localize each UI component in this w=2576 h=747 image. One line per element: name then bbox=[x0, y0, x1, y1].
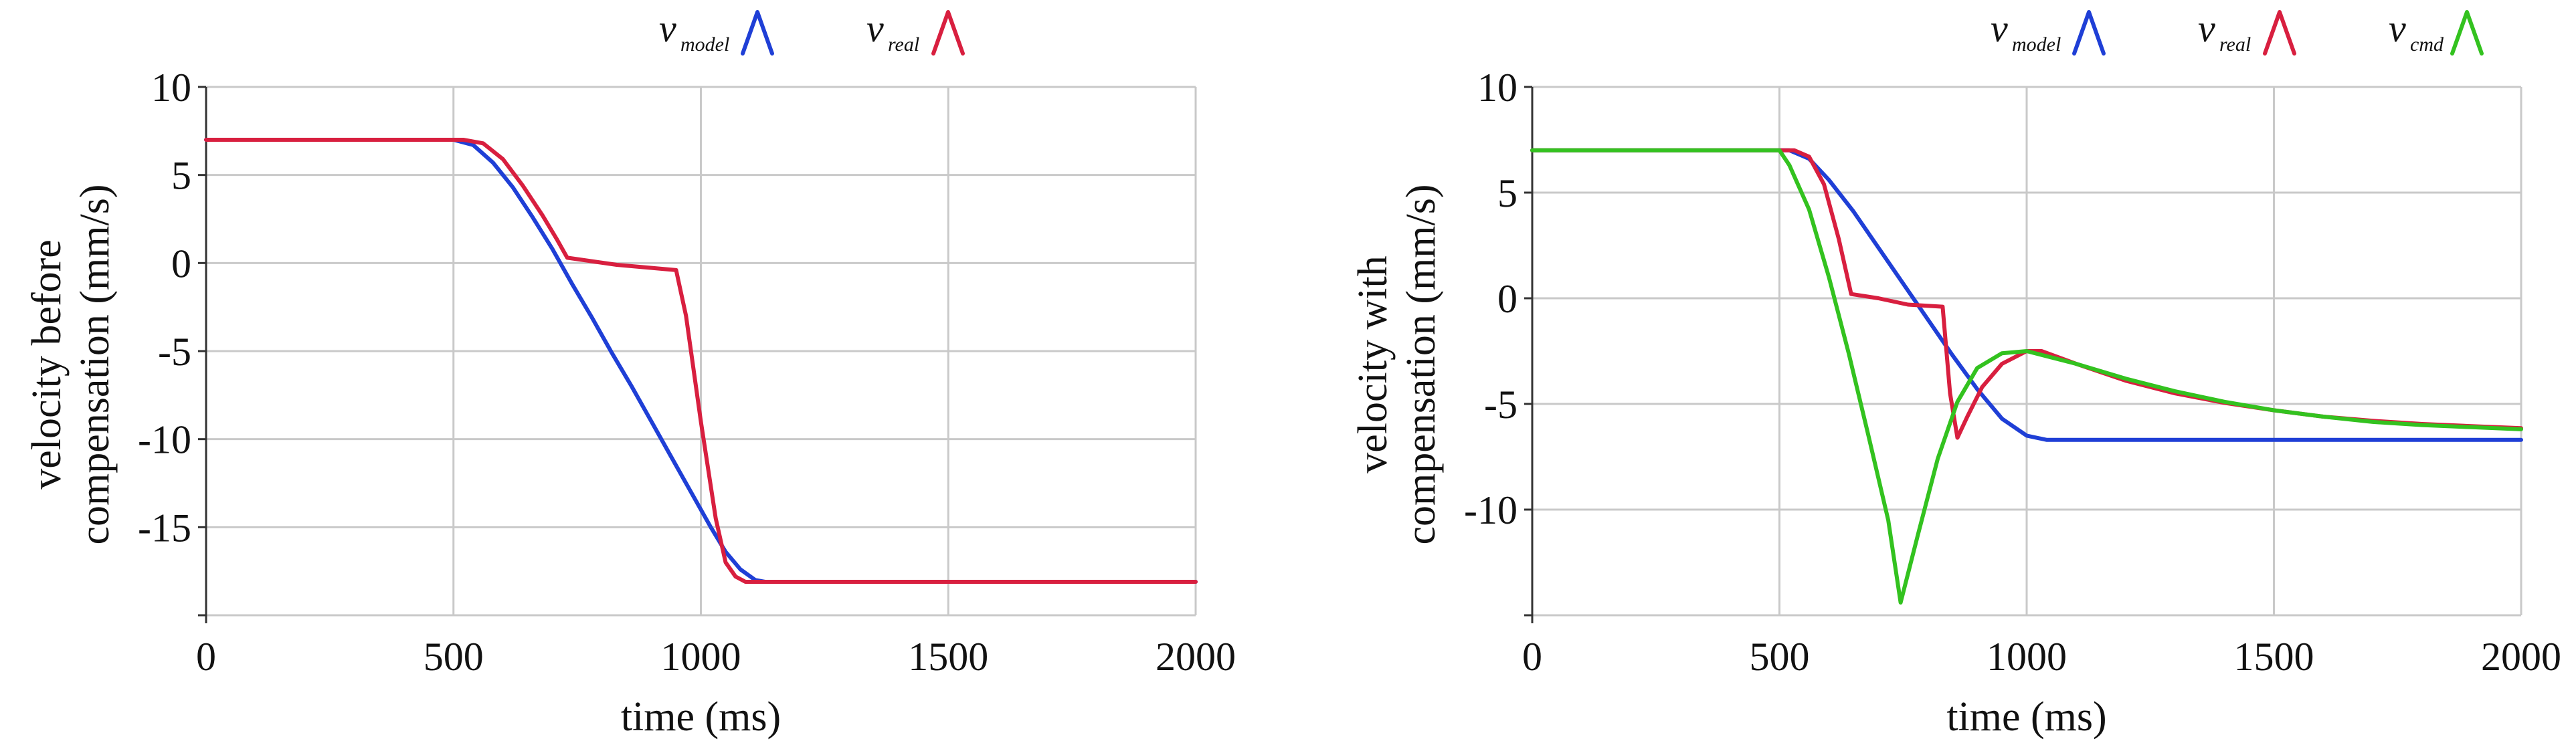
left-grid bbox=[206, 86, 1197, 617]
legend-line-icon bbox=[2450, 10, 2484, 56]
legend-label-model-main: v bbox=[1991, 7, 2008, 50]
legend-line-icon bbox=[931, 10, 965, 56]
legend-label-model-sub: model bbox=[2012, 33, 2061, 56]
right-y-axis-title-line-2: compensation (mm/s) bbox=[1398, 185, 1444, 545]
left-series-model-line bbox=[204, 138, 1198, 584]
right-y-tick-label: 0 bbox=[1497, 277, 1517, 321]
left-x-tick-label: 2000 bbox=[1156, 635, 1236, 679]
right-series-cmd-line bbox=[1530, 148, 2523, 605]
right-y-tick-label: -5 bbox=[1484, 383, 1517, 427]
left-y-tick-label: -5 bbox=[158, 330, 191, 374]
right-legend: v model v real v cmd bbox=[1991, 7, 2484, 56]
left-tick-labels: 10 5 0 -5 -10 -15 0 500 1000 1500 2000 bbox=[138, 66, 1236, 679]
right-y-tick-label: 5 bbox=[1497, 171, 1517, 215]
left-x-tick-label: 0 bbox=[196, 635, 216, 679]
right-x-axis-title: time (ms) bbox=[1946, 694, 2106, 740]
left-x-tick-label: 1000 bbox=[661, 635, 741, 679]
legend-label-model-sub: model bbox=[680, 33, 729, 56]
left-y-tick-label: -15 bbox=[138, 506, 191, 550]
left-y-tick-label: 10 bbox=[151, 66, 191, 110]
left-x-axis-title: time (ms) bbox=[621, 694, 781, 740]
left-legend: v model v real bbox=[659, 7, 965, 56]
right-axes bbox=[1524, 87, 1534, 623]
left-y-tick-label: 5 bbox=[171, 154, 191, 198]
right-y-axis-title-line-1: velocity with bbox=[1350, 255, 1396, 473]
left-y-axis-title-line-1: velocity before bbox=[24, 239, 70, 490]
legend-line-icon bbox=[2072, 10, 2106, 56]
legend-line-icon bbox=[741, 10, 774, 56]
legend-label-model-main: v bbox=[659, 7, 676, 50]
right-tick-labels: 10 5 0 -5 -10 0 500 1000 1500 2000 bbox=[1464, 66, 2561, 679]
right-x-tick-label: 0 bbox=[1522, 635, 1542, 679]
right-y-tick-label: -10 bbox=[1464, 488, 1517, 532]
right-x-tick-label: 2000 bbox=[2481, 635, 2561, 679]
legend-label-real-main: v bbox=[2198, 7, 2215, 50]
left-y-tick-label: 0 bbox=[171, 241, 191, 286]
legend-label-real-main: v bbox=[866, 7, 884, 50]
legend-label-real-sub: real bbox=[888, 33, 919, 56]
left-series-group bbox=[204, 138, 1198, 584]
left-y-tick-label: -10 bbox=[138, 418, 191, 462]
right-series-group bbox=[1530, 148, 2523, 605]
right-y-tick-label: 10 bbox=[1477, 66, 1517, 110]
left-x-tick-label: 1500 bbox=[908, 635, 988, 679]
right-x-tick-label: 500 bbox=[1750, 635, 1810, 679]
left-series-real-line bbox=[204, 138, 1198, 584]
left-axes bbox=[198, 87, 207, 623]
right-x-tick-label: 1000 bbox=[1987, 635, 2067, 679]
left-y-axis-title-line-2: compensation (mm/s) bbox=[72, 185, 118, 545]
legend-label-cmd-main: v bbox=[2389, 7, 2406, 50]
right-x-tick-label: 1500 bbox=[2234, 635, 2314, 679]
legend-line-icon bbox=[2263, 10, 2296, 56]
legend-label-real-sub: real bbox=[2219, 33, 2251, 56]
legend-label-cmd-sub: cmd bbox=[2410, 33, 2444, 56]
left-x-tick-label: 500 bbox=[424, 635, 484, 679]
right-grid bbox=[1532, 86, 2522, 617]
